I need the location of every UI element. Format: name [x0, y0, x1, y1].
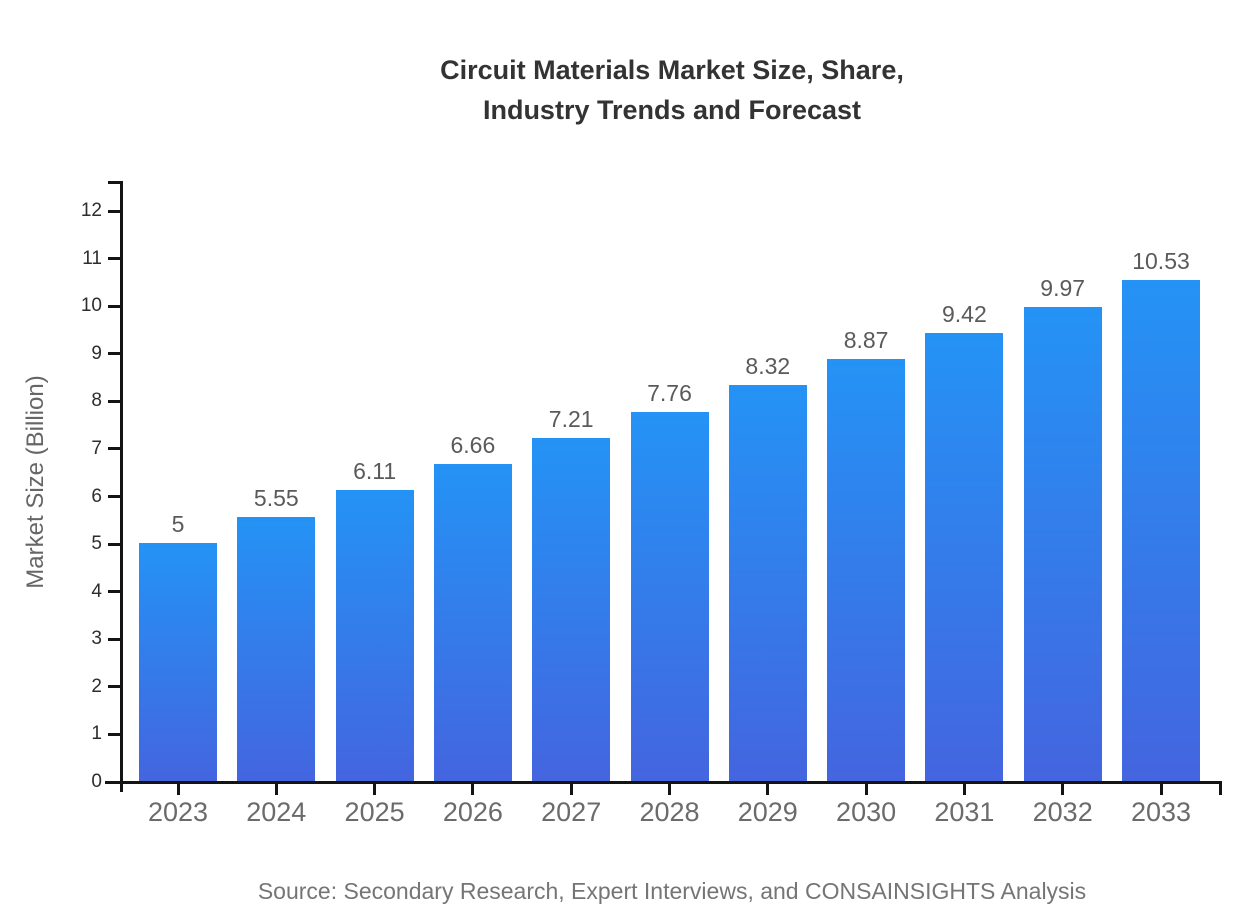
y-axis-tick [108, 780, 120, 784]
bar [1023, 306, 1102, 781]
y-axis-tick-label: 11 [82, 247, 102, 269]
bar [237, 516, 316, 781]
x-axis-end-cap [1219, 784, 1222, 795]
y-axis-tick [108, 304, 120, 308]
bar-value-label: 7.21 [548, 405, 594, 432]
chart-title-line1: Circuit Materials Market Size, Share, [440, 55, 904, 85]
x-axis-tick-label: 2025 [344, 797, 405, 827]
y-axis-tick [108, 542, 120, 546]
bar [532, 437, 611, 781]
x-axis-tick-label: 2028 [639, 797, 700, 827]
x-axis-tick-label: 2032 [1032, 797, 1093, 827]
bar [827, 358, 906, 781]
x-axis-tick-label: 2033 [1130, 797, 1192, 827]
y-axis-tick [108, 495, 120, 498]
x-axis-tick [176, 784, 180, 795]
y-axis-tick [108, 590, 120, 594]
y-axis-tick [108, 637, 120, 641]
source-caption: Source: Secondary Research, Expert Inter… [257, 878, 1087, 904]
bar [1122, 279, 1200, 781]
y-axis-tick [108, 352, 120, 356]
x-axis-tick [471, 784, 475, 795]
y-axis-tick-label: 10 [80, 295, 102, 317]
y-axis-tick [108, 257, 120, 261]
x-axis-tick [373, 784, 377, 795]
x-axis-tick [569, 784, 573, 795]
bar [925, 332, 1004, 781]
bar-value-label: 9.42 [942, 300, 987, 327]
x-axis-tick [668, 784, 671, 795]
bar-value-label: 8.32 [745, 353, 791, 380]
bar-value-label: 6.66 [450, 432, 496, 459]
y-axis-tick-label: 6 [91, 485, 102, 507]
bar-value-label: 5.55 [253, 484, 299, 511]
bar [433, 464, 512, 781]
x-axis-tick-label: 2027 [541, 797, 602, 827]
y-axis-tick-label: 7 [91, 437, 102, 459]
bar [139, 543, 217, 781]
y-axis-tick [108, 685, 120, 689]
y-axis-tick [108, 447, 120, 451]
x-axis-spine [105, 781, 1222, 784]
y-axis-tick-label: 5 [91, 533, 102, 555]
y-axis-tick [108, 209, 120, 213]
bar-value-label: 8.87 [843, 326, 889, 353]
x-axis-tick [962, 784, 966, 795]
bar-value-label: 5 [171, 511, 185, 538]
x-axis-tick [1159, 784, 1163, 795]
chart-title-line2: Industry Trends and Forecast [482, 95, 862, 125]
y-axis-tick-label: 1 [91, 723, 102, 745]
bar-value-label: 7.76 [647, 379, 692, 406]
y-axis-spine [120, 181, 123, 792]
bar-value-label: 9.97 [1040, 274, 1086, 301]
x-axis-tick [274, 784, 278, 795]
x-axis-tick-label: 2029 [737, 797, 798, 827]
x-axis-tick [864, 784, 868, 795]
x-axis-tick-label: 2030 [836, 797, 897, 827]
chart-title: Circuit Materials Market Size, Share, In… [122, 50, 1222, 130]
bar [630, 411, 709, 781]
x-axis-tick [1061, 784, 1065, 795]
y-axis-tick-label: 8 [91, 390, 102, 412]
x-axis-tick-label: 2026 [442, 797, 503, 827]
y-axis-tick-label: 2 [91, 675, 102, 697]
bar-value-label: 10.53 [1132, 247, 1190, 274]
y-axis-tick-label: 3 [91, 628, 102, 650]
y-axis-tick-label: 12 [80, 200, 102, 221]
y-axis-tick [108, 732, 120, 736]
x-axis-tick-label: 2024 [246, 797, 307, 827]
y-axis-tick-label: 9 [91, 342, 102, 364]
y-axis-tick-label: 0 [91, 771, 102, 792]
x-axis-tick-label: 2023 [147, 797, 209, 827]
bar-value-label: 6.11 [353, 458, 397, 485]
y-axis-tick [108, 399, 120, 403]
y-axis-tick-label: 4 [91, 580, 102, 602]
y-axis-end-cap [108, 181, 120, 184]
bar [335, 490, 414, 781]
bar [728, 385, 807, 781]
x-axis-tick-label: 2031 [934, 797, 995, 827]
x-axis-tick [766, 784, 770, 795]
